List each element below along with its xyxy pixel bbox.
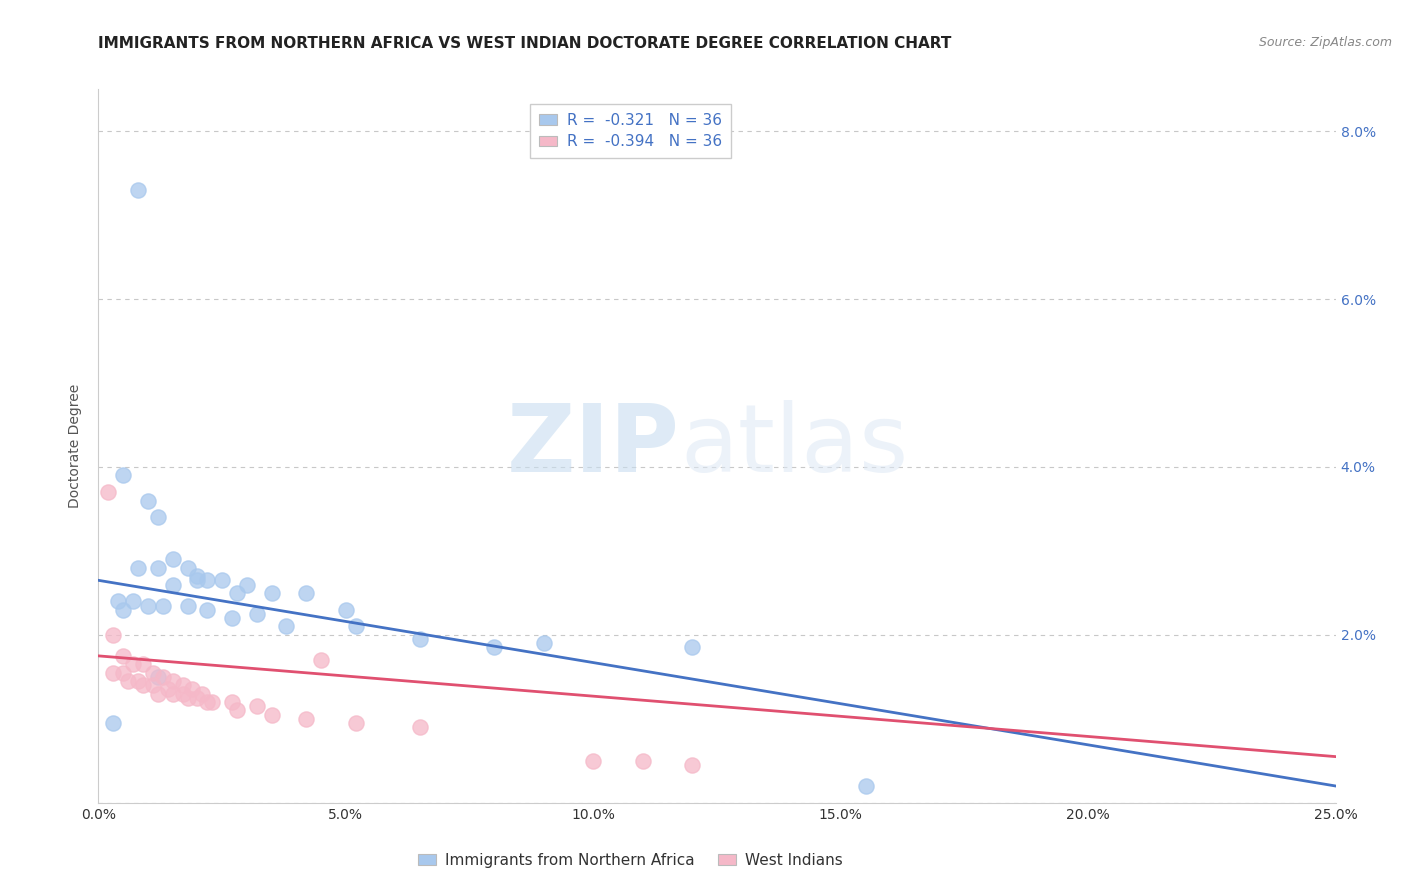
Point bbox=[122, 594, 145, 608]
Point bbox=[855, 779, 877, 793]
Point bbox=[582, 754, 605, 768]
Point bbox=[246, 607, 269, 621]
Point bbox=[681, 640, 703, 655]
Point bbox=[142, 678, 165, 692]
Point bbox=[681, 758, 703, 772]
Point bbox=[260, 707, 283, 722]
Point bbox=[162, 552, 184, 566]
Point bbox=[146, 510, 169, 524]
Point bbox=[221, 695, 243, 709]
Point bbox=[117, 674, 139, 689]
Point bbox=[409, 720, 432, 734]
Point bbox=[260, 586, 283, 600]
Point bbox=[176, 690, 198, 705]
Point bbox=[484, 640, 506, 655]
Point bbox=[631, 754, 654, 768]
Point bbox=[103, 628, 125, 642]
Y-axis label: Doctorate Degree: Doctorate Degree bbox=[69, 384, 83, 508]
Point bbox=[246, 699, 269, 714]
Point bbox=[221, 611, 243, 625]
Point bbox=[132, 678, 155, 692]
Point bbox=[162, 577, 184, 591]
Point bbox=[152, 599, 174, 613]
Point bbox=[335, 603, 357, 617]
Point bbox=[136, 599, 159, 613]
Point bbox=[186, 690, 208, 705]
Point bbox=[276, 619, 298, 633]
Point bbox=[127, 183, 149, 197]
Text: ZIP: ZIP bbox=[508, 400, 681, 492]
Text: atlas: atlas bbox=[681, 400, 908, 492]
Point bbox=[176, 599, 198, 613]
Point bbox=[112, 603, 135, 617]
Point bbox=[162, 674, 184, 689]
Text: Source: ZipAtlas.com: Source: ZipAtlas.com bbox=[1258, 36, 1392, 49]
Point bbox=[122, 657, 145, 672]
Point bbox=[162, 687, 184, 701]
Point bbox=[172, 687, 194, 701]
Point bbox=[226, 703, 249, 717]
Point bbox=[195, 574, 218, 588]
Point bbox=[146, 687, 169, 701]
Point bbox=[344, 619, 367, 633]
Point bbox=[103, 716, 125, 731]
Point bbox=[152, 670, 174, 684]
Point bbox=[146, 670, 169, 684]
Point bbox=[344, 716, 367, 731]
Point bbox=[295, 586, 318, 600]
Point bbox=[132, 657, 155, 672]
Point bbox=[186, 569, 208, 583]
Legend: Immigrants from Northern Africa, West Indians: Immigrants from Northern Africa, West In… bbox=[412, 847, 849, 873]
Point bbox=[112, 468, 135, 483]
Point bbox=[127, 560, 149, 574]
Point bbox=[236, 577, 259, 591]
Point bbox=[195, 603, 218, 617]
Point bbox=[211, 574, 233, 588]
Text: IMMIGRANTS FROM NORTHERN AFRICA VS WEST INDIAN DOCTORATE DEGREE CORRELATION CHAR: IMMIGRANTS FROM NORTHERN AFRICA VS WEST … bbox=[98, 36, 952, 51]
Point bbox=[97, 485, 120, 500]
Point bbox=[127, 674, 149, 689]
Point bbox=[112, 648, 135, 663]
Point bbox=[226, 586, 249, 600]
Point bbox=[309, 653, 332, 667]
Point bbox=[533, 636, 555, 650]
Point bbox=[201, 695, 224, 709]
Point bbox=[112, 665, 135, 680]
Point bbox=[136, 493, 159, 508]
Point bbox=[142, 665, 165, 680]
Point bbox=[186, 574, 208, 588]
Point bbox=[107, 594, 129, 608]
Point bbox=[146, 560, 169, 574]
Point bbox=[103, 665, 125, 680]
Point bbox=[295, 712, 318, 726]
Point bbox=[176, 560, 198, 574]
Point bbox=[195, 695, 218, 709]
Point bbox=[181, 682, 204, 697]
Point bbox=[172, 678, 194, 692]
Point bbox=[191, 687, 214, 701]
Point bbox=[409, 632, 432, 646]
Point bbox=[156, 682, 179, 697]
